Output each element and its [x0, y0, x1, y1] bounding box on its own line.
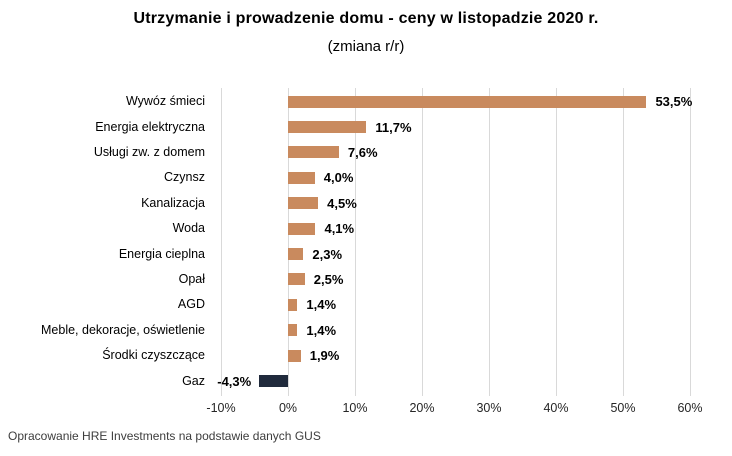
- value-label: 7,6%: [347, 144, 378, 160]
- bar-row: Opał 2,5%: [0, 267, 732, 292]
- x-axis-tick-label: 10%: [342, 401, 368, 415]
- category-label: Wywóz śmieci: [125, 94, 205, 109]
- bar-row: Środki czyszczące 1,9%: [0, 343, 732, 368]
- gridline: [556, 88, 557, 396]
- gridline: [221, 88, 222, 396]
- bar: [288, 171, 315, 184]
- bar: [288, 95, 647, 108]
- gridline: [489, 88, 490, 396]
- bar-row: AGD 1,4%: [0, 292, 732, 317]
- category-label: Środki czyszczące: [102, 348, 205, 363]
- category-label: Energia elektryczna: [95, 119, 205, 134]
- bar-row: Wywóz śmieci 53,5%: [0, 89, 732, 114]
- category-label: Energia cieplna: [118, 246, 205, 261]
- gridline: [288, 88, 289, 396]
- bar: [259, 375, 288, 388]
- value-label: 4,0%: [323, 170, 354, 186]
- category-label: Woda: [172, 221, 205, 236]
- value-label: -4,3%: [217, 373, 252, 389]
- x-axis-tick-label: 0%: [278, 401, 298, 415]
- value-label: 1,9%: [309, 348, 340, 364]
- category-label: Gaz: [182, 373, 205, 388]
- value-label: 4,1%: [324, 221, 355, 237]
- chart-title: Utrzymanie i prowadzenie domu - ceny w l…: [133, 10, 599, 27]
- x-axis-tick-label: 20%: [409, 401, 435, 415]
- bar: [288, 222, 316, 235]
- bar: [288, 349, 301, 362]
- value-label: 53,5%: [655, 94, 693, 110]
- x-axis-tick-label: 30%: [476, 401, 502, 415]
- bar: [288, 298, 298, 311]
- bar: [288, 273, 305, 286]
- x-axis-tick-label: 40%: [543, 401, 569, 415]
- x-axis-tick-label: 50%: [610, 401, 636, 415]
- category-label: Opał: [178, 271, 205, 286]
- chart-subtitle: (zmiana r/r): [327, 38, 405, 55]
- x-axis-tick-label: -10%: [206, 401, 236, 415]
- gridline: [355, 88, 356, 396]
- gridline: [690, 88, 691, 396]
- bar-row: Woda 4,1%: [0, 216, 732, 241]
- category-label: Kanalizacja: [141, 195, 205, 210]
- value-label: 2,3%: [312, 246, 343, 262]
- category-label: Meble, dekoracje, oświetlenie: [41, 322, 205, 337]
- bar: [288, 197, 319, 210]
- bar: [288, 248, 304, 261]
- value-label: 2,5%: [313, 271, 344, 287]
- category-label: Usługi zw. z domem: [93, 144, 205, 159]
- bar-row: Energia elektryczna 11,7%: [0, 114, 732, 139]
- bar: [288, 324, 298, 337]
- bar-row: Gaz -4,3%: [0, 368, 732, 393]
- source-note: Opracowanie HRE Investments na podstawie…: [8, 429, 321, 443]
- gridline: [623, 88, 624, 396]
- gridline: [422, 88, 423, 396]
- bar-row: Czynsz 4,0%: [0, 165, 732, 190]
- bar: [288, 146, 339, 159]
- value-label: 11,7%: [375, 119, 412, 135]
- category-label: AGD: [177, 297, 205, 312]
- bar-row: Meble, dekoracje, oświetlenie 1,4%: [0, 318, 732, 343]
- bar-row: Kanalizacja 4,5%: [0, 191, 732, 216]
- value-label: 1,4%: [306, 297, 337, 313]
- x-axis-tick-label: 60%: [677, 401, 703, 415]
- bar: [288, 121, 367, 134]
- bar-row: Energia cieplna 2,3%: [0, 241, 732, 266]
- category-label: Czynsz: [164, 170, 205, 185]
- bar-row: Usługi zw. z domem 7,6%: [0, 140, 732, 165]
- value-label: 1,4%: [306, 322, 337, 338]
- value-label: 4,5%: [327, 195, 357, 211]
